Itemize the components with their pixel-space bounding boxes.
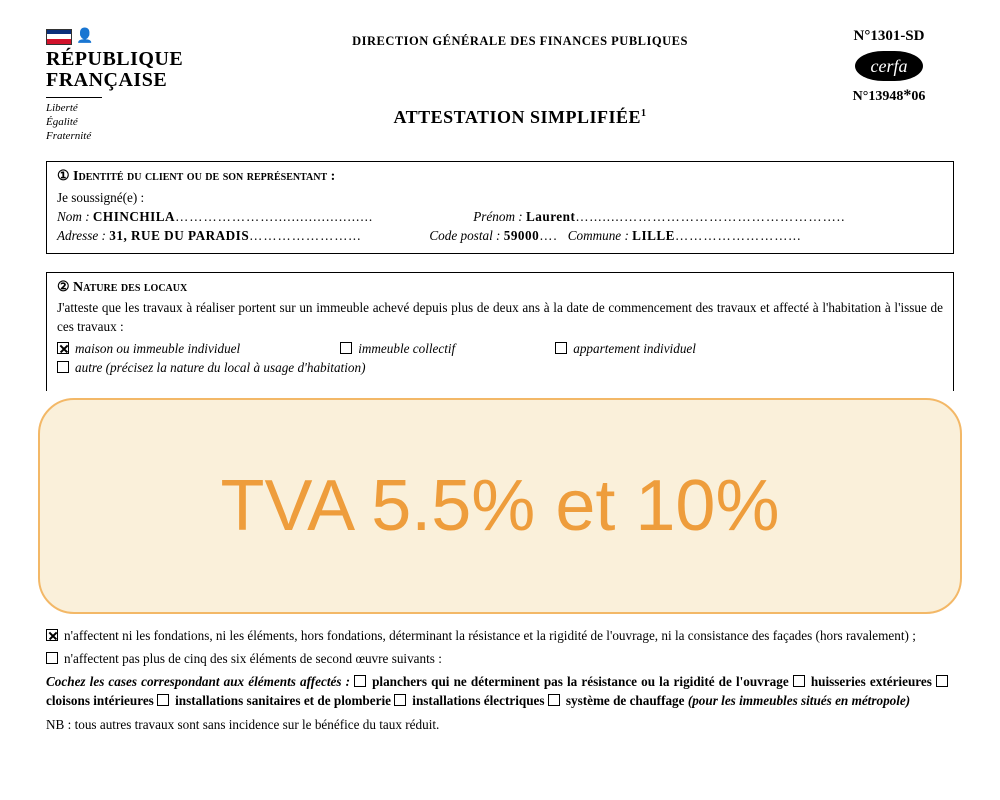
checkbox-icon: [936, 675, 948, 687]
checkbox-icon: [793, 675, 805, 687]
opt-elec[interactable]: installations électriques: [394, 693, 544, 708]
affect-second-oeuvre-text: n'affectent pas plus de cinq des six élé…: [64, 651, 442, 666]
option-collectif-label: immeuble collectif: [358, 341, 455, 356]
checkbox-icon: [340, 342, 352, 354]
option-maison[interactable]: maison ou immeuble individuel: [57, 339, 240, 358]
section-1-title: ① Identité du client ou de son représent…: [57, 167, 943, 187]
prenom-dots: …........………………………………………..: [575, 209, 845, 224]
checkbox-icon: [548, 694, 560, 706]
direction-line: DIRECTION GÉNÉRALE DES FINANCES PUBLIQUE…: [216, 34, 824, 49]
rf-logo: 👤: [46, 28, 216, 45]
motto-egalite: Égalité: [46, 116, 216, 130]
republique-francaise-block: 👤 RÉPUBLIQUE FRANÇAISE Liberté Égalité F…: [46, 28, 216, 143]
option-autre-label: autre (précisez la nature du local à usa…: [75, 360, 365, 375]
section-bottom: n'affectent ni les fondations, ni les él…: [46, 626, 954, 738]
nature-options-row: maison ou immeuble individuel immeuble c…: [57, 339, 943, 358]
name-row: Nom : CHINCHILA…………………..................…: [57, 207, 943, 226]
opt-elec-label: installations électriques: [412, 693, 544, 708]
document-title-text: ATTESTATION SIMPLIFIÉE: [393, 107, 641, 127]
checkbox-icon: [394, 694, 406, 706]
opt-planchers-label: planchers qui ne déterminent pas la rési…: [372, 674, 789, 689]
nb-line: NB : tous autres travaux sont sans incid…: [46, 715, 954, 734]
nom-dots: ………………….......................: [175, 209, 373, 224]
form-number-bottom-suf: 06: [911, 89, 925, 104]
opt-chauffage-note: (pour les immeubles situés en métropole): [688, 693, 910, 708]
form-number-top: N°1301-SD: [824, 28, 954, 45]
form-number-bottom: N°13948*06: [824, 87, 954, 105]
adresse-value: 31, RUE DU PARADIS: [109, 228, 249, 243]
opt-sanitaires-label: installations sanitaires et de plomberie: [175, 693, 391, 708]
nom-value: CHINCHILA: [93, 209, 175, 224]
nom-label: Nom :: [57, 209, 90, 224]
elements-affectes-row: Cochez les cases correspondant aux éléme…: [46, 672, 954, 710]
affect-fondations-line[interactable]: n'affectent ni les fondations, ni les él…: [46, 626, 954, 645]
opt-chauffage[interactable]: système de chauffage (pour les immeubles…: [548, 693, 910, 708]
checkbox-icon: [57, 361, 69, 373]
motto-fraternite: Fraternité: [46, 130, 216, 144]
cp-dots: ….: [539, 228, 557, 243]
section-2-intro: J'atteste que les travaux à réaliser por…: [57, 298, 943, 336]
checkbox-icon: [57, 342, 69, 354]
je-soussigne-label: Je soussigné(e) :: [57, 188, 943, 207]
opt-huisseries-label: huisseries extérieures: [811, 674, 932, 689]
opt-chauffage-label: système de chauffage: [566, 693, 685, 708]
section-2-nature: ② Nature des locaux J'atteste que les tr…: [46, 272, 954, 391]
form-number-bottom-pre: N°13948: [853, 89, 904, 104]
checkbox-icon: [157, 694, 169, 706]
commune-value: LILLE: [632, 228, 675, 243]
center-header: DIRECTION GÉNÉRALE DES FINANCES PUBLIQUE…: [216, 28, 824, 128]
header: 👤 RÉPUBLIQUE FRANÇAISE Liberté Égalité F…: [46, 28, 954, 143]
section-1-identity: ① Identité du client ou de son représent…: [46, 161, 954, 254]
prenom-label: Prénom :: [473, 209, 522, 224]
option-autre[interactable]: autre (précisez la nature du local à usa…: [57, 358, 943, 377]
checkbox-icon: [46, 652, 58, 664]
tva-overlay-banner: TVA 5.5% et 10%: [38, 398, 962, 614]
option-appartement-label: appartement individuel: [573, 341, 696, 356]
form-page: 👤 RÉPUBLIQUE FRANÇAISE Liberté Égalité F…: [0, 0, 1000, 391]
motto-liberte: Liberté: [46, 102, 216, 116]
adresse-label: Adresse :: [57, 228, 106, 243]
option-appartement[interactable]: appartement individuel: [555, 339, 696, 358]
opt-sanitaires[interactable]: installations sanitaires et de plomberie: [157, 693, 391, 708]
adresse-dots: …………………...: [249, 228, 361, 243]
cp-label: Code postal :: [429, 228, 500, 243]
document-title-footnote: 1: [641, 108, 647, 119]
opt-cloisons-label: cloisons intérieures: [46, 693, 154, 708]
prenom-value: Laurent: [526, 209, 575, 224]
adresse-field: Adresse : 31, RUE DU PARADIS…………………...: [57, 226, 361, 245]
french-flag-icon: [46, 29, 72, 45]
rf-title-line1: RÉPUBLIQUE: [46, 49, 216, 70]
address-row: Adresse : 31, RUE DU PARADIS…………………... C…: [57, 226, 943, 245]
cp-value: 59000: [504, 228, 539, 243]
rf-divider: [46, 97, 102, 98]
cochez-instruction: Cochez les cases correspondant aux éléme…: [46, 674, 350, 689]
option-collectif[interactable]: immeuble collectif: [340, 339, 455, 358]
nom-field: Nom : CHINCHILA…………………..................…: [57, 207, 373, 226]
cerfa-badge: cerfa: [855, 51, 923, 81]
section-2-title: ② Nature des locaux: [57, 278, 943, 298]
right-header: N°1301-SD cerfa N°13948*06: [824, 28, 954, 105]
option-maison-label: maison ou immeuble individuel: [75, 341, 240, 356]
commune-label: Commune :: [568, 228, 629, 243]
commune-dots: ……………………...: [675, 228, 801, 243]
opt-huisseries[interactable]: huisseries extérieures: [793, 674, 932, 689]
document-title: ATTESTATION SIMPLIFIÉE1: [216, 107, 824, 128]
affect-fondations-text: n'affectent ni les fondations, ni les él…: [64, 628, 916, 643]
rf-title-line2: FRANÇAISE: [46, 70, 216, 91]
tva-overlay-text: TVA 5.5% et 10%: [221, 465, 780, 547]
commune-field: Commune : LILLE……………………...: [568, 226, 802, 245]
prenom-field: Prénom : Laurent…........…………………………………………: [473, 207, 845, 226]
checkbox-icon: [46, 629, 58, 641]
checkbox-icon: [354, 675, 366, 687]
affect-second-oeuvre-line[interactable]: n'affectent pas plus de cinq des six élé…: [46, 649, 954, 668]
cp-field: Code postal : 59000….: [429, 226, 557, 245]
marianne-icon: 👤: [76, 28, 93, 45]
opt-planchers[interactable]: planchers qui ne déterminent pas la rési…: [354, 674, 789, 689]
checkbox-icon: [555, 342, 567, 354]
